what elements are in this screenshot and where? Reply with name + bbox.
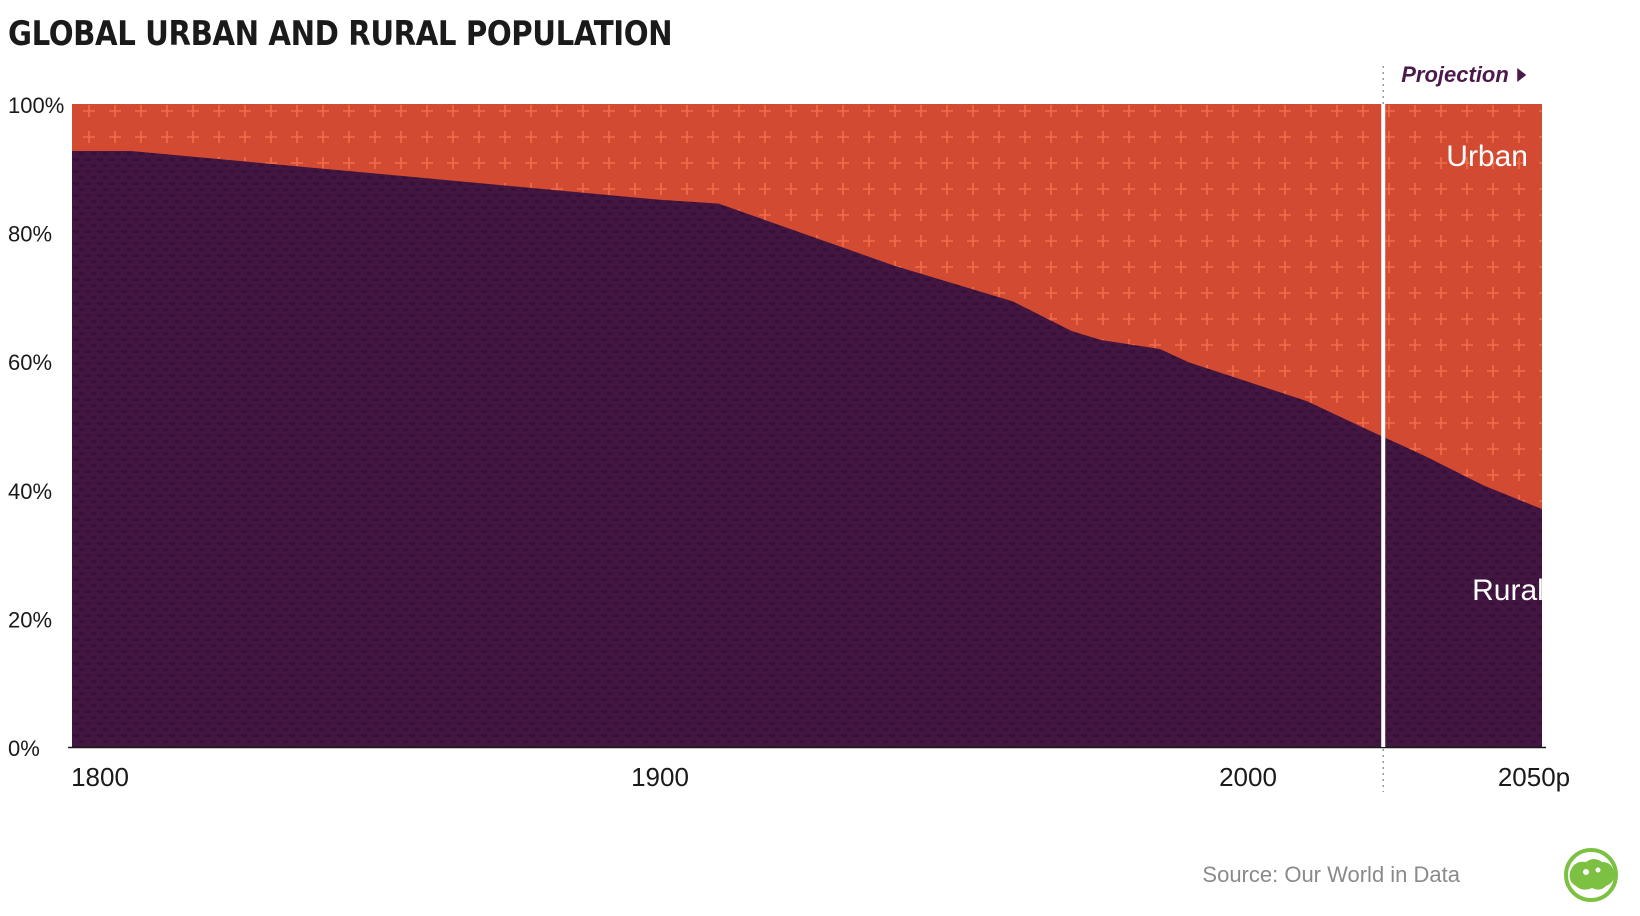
y-tick-label: 0% [8, 736, 40, 761]
y-tick-label: 80% [8, 222, 52, 247]
play-arrow-icon [1517, 68, 1527, 82]
x-tick-label: 1900 [631, 762, 689, 792]
urban-series-label: Urban [1446, 140, 1528, 173]
rural-series-label: Rural [1472, 574, 1544, 607]
y-tick-label: 20% [8, 607, 52, 632]
rural-area [72, 150, 1542, 748]
x-tick-label: 1800 [71, 762, 129, 792]
source-note: Source: Our World in Data [1202, 862, 1460, 887]
x-tick-label: 2000 [1219, 762, 1277, 792]
y-tick-label: 40% [8, 479, 52, 504]
y-tick-label: 60% [8, 350, 52, 375]
projection-label: Projection [1401, 62, 1509, 87]
y-tick-label: 100% [8, 93, 64, 118]
chart-title: GLOBAL URBAN AND RURAL POPULATION [8, 14, 673, 54]
x-tick-label: 2050p [1498, 762, 1570, 792]
world-map-logo-icon [1564, 848, 1618, 902]
